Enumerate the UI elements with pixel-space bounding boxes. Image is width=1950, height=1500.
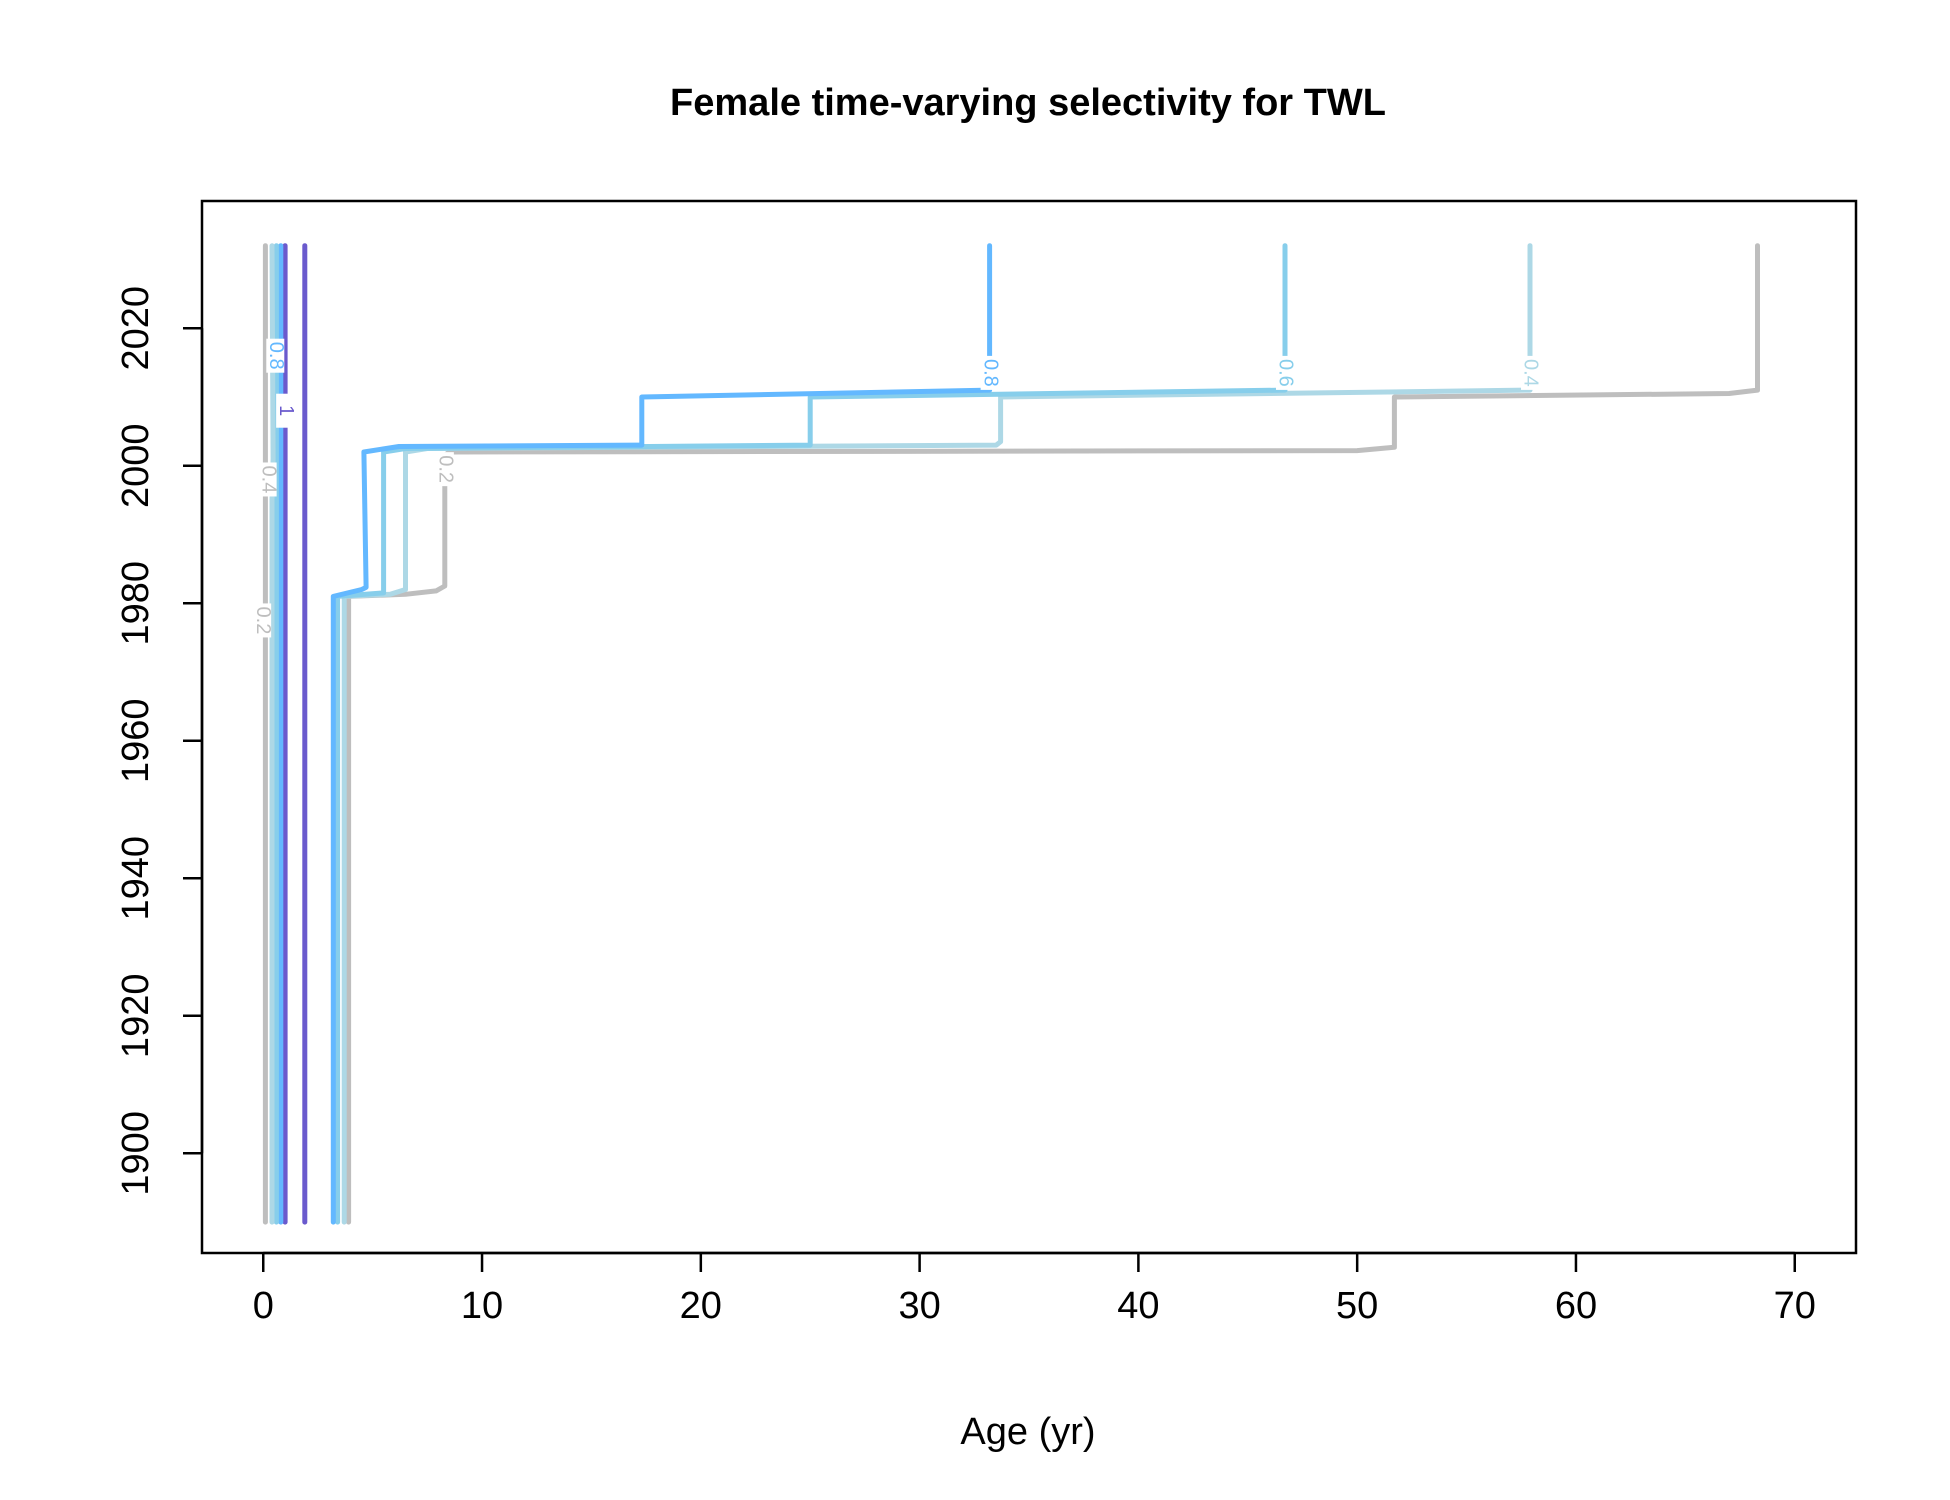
contour-label: 0.8: [265, 342, 287, 370]
x-axis: 0 10 20 30 40 50 60 70: [253, 1251, 1816, 1327]
contour-label: 0.8: [979, 359, 1001, 387]
contour-label: 0.6: [1275, 359, 1297, 387]
contour-label: 0.2: [435, 455, 457, 483]
contour-label-bg: [1521, 355, 1540, 390]
plot-frame: [200, 199, 1858, 1255]
y-tick-label: 1940: [115, 836, 157, 921]
contour-label-bg: [980, 355, 999, 390]
x-tick-label: 50: [1336, 1285, 1378, 1327]
contour-line-0-8-3: [330, 243, 993, 1225]
contour-line-0-4-8: [269, 243, 276, 1225]
contour-label: 1: [275, 405, 297, 416]
plot-area: 0.8 0.6 0.4 0.2 1 0.8 0.4 0.2: [252, 243, 1760, 1225]
x-tick-label: 20: [680, 1285, 722, 1327]
x-tick-label: 0: [253, 1285, 274, 1327]
y-tick-label: 1960: [115, 698, 157, 783]
contour-label-bg: [435, 452, 454, 487]
contour-label: 0.2: [252, 607, 274, 635]
y-tick-label: 1900: [115, 1111, 157, 1196]
y-axis: 1900 1920 1940 1960 1980 2000 2020: [115, 286, 204, 1196]
contour-label-bg: [258, 462, 277, 497]
x-tick-label: 30: [898, 1285, 940, 1327]
contour-label-bg: [1275, 355, 1294, 390]
x-tick-label: 10: [461, 1285, 503, 1327]
x-axis-label: Age (yr): [960, 1411, 1095, 1453]
y-tick-label: 1980: [115, 561, 157, 646]
contour-label: 0.4: [257, 466, 279, 494]
contour-label: 0.4: [1520, 359, 1542, 387]
contour-label-bg: [253, 603, 272, 638]
contour-label-bg: [276, 393, 295, 428]
x-tick-label: 70: [1774, 1285, 1816, 1327]
y-tick-label: 2020: [115, 286, 157, 371]
chart-title: Female time-varying selectivity for TWL: [670, 82, 1386, 124]
x-tick-label: 60: [1555, 1285, 1597, 1327]
y-tick-label: 1920: [115, 974, 157, 1059]
contour-label-bg: [266, 338, 285, 373]
y-tick-label: 2000: [115, 423, 157, 508]
x-tick-label: 40: [1117, 1285, 1159, 1327]
